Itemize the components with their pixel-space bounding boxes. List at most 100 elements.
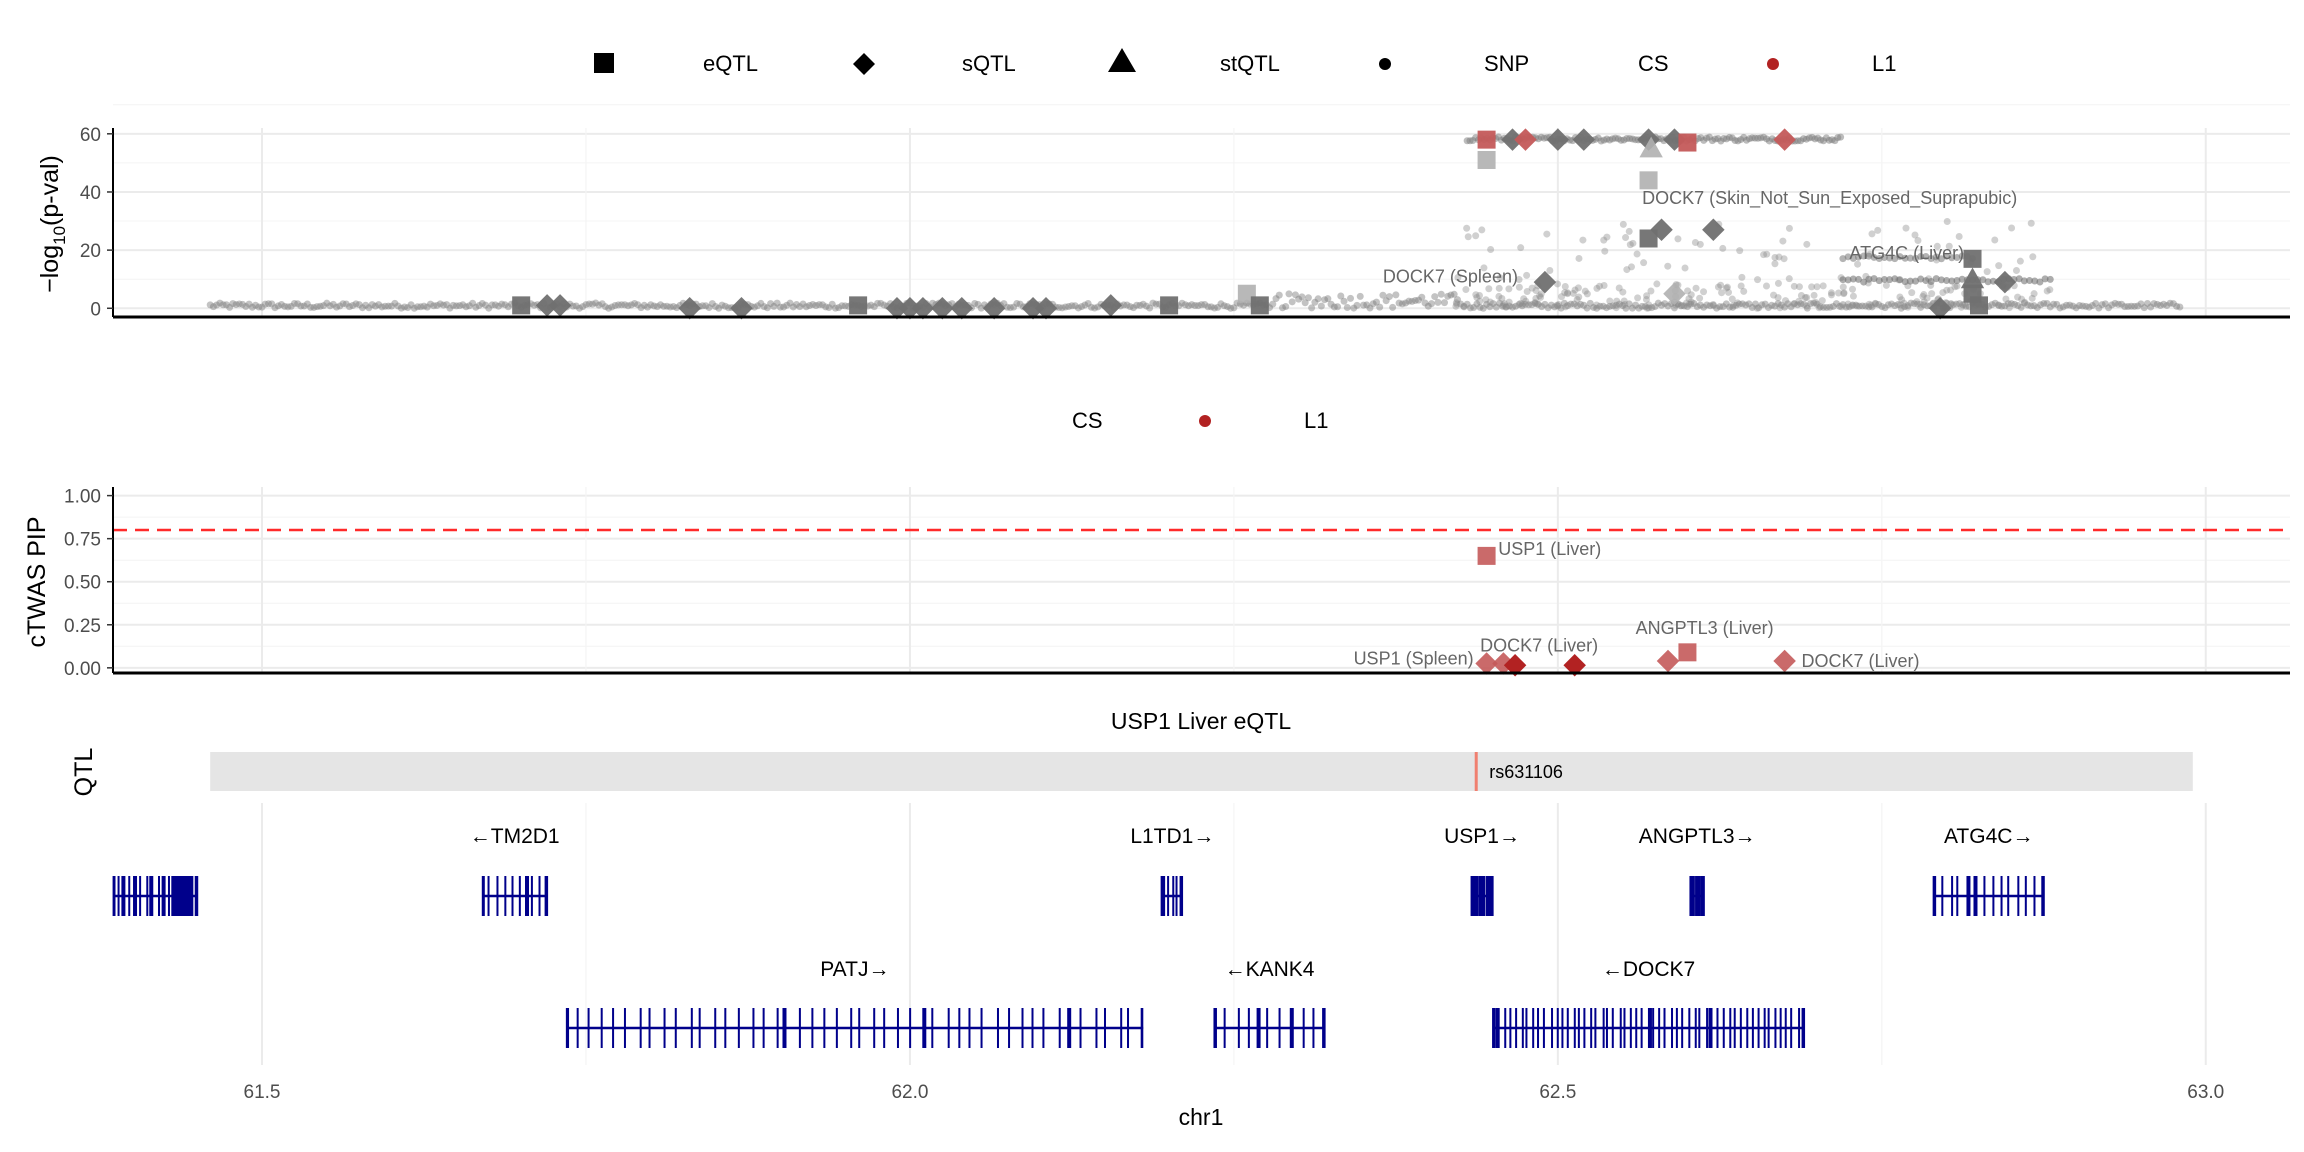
legend-sqtl-label: sQTL: [962, 51, 1016, 76]
snp-point: [255, 303, 263, 311]
snp-point: [1945, 242, 1953, 250]
snp-point: [1911, 231, 1919, 239]
snp-point: [2004, 300, 2012, 308]
snp-point: [631, 299, 639, 307]
snp-point: [1875, 254, 1883, 262]
snp-point: [1628, 304, 1636, 312]
snp-point: [1685, 295, 1693, 303]
gene-exon: [1692, 876, 1695, 916]
ctwas-square-point: [1678, 643, 1697, 662]
snp-point: [1528, 301, 1536, 309]
snp-point: [1777, 301, 1785, 309]
gene-exon: [1312, 1008, 1315, 1048]
snp-point: [323, 299, 331, 307]
snp-point: [1389, 303, 1397, 311]
legend-eqtl-label: eQTL: [703, 51, 758, 76]
snp-point: [786, 299, 794, 307]
snp-point: [1956, 300, 1964, 308]
snp-point: [1787, 303, 1795, 311]
ctwas-square-point: [1477, 546, 1496, 565]
snp-point: [1920, 301, 1928, 309]
gwas-diamond-point: [1034, 297, 1058, 320]
snp-point: [1896, 293, 1904, 301]
snp-point: [874, 299, 882, 307]
snp-point: [1640, 259, 1648, 267]
gwas-grid: [113, 104, 2290, 317]
gene-exon: [1067, 1008, 1072, 1048]
snp-point: [793, 300, 801, 308]
snp-point: [258, 303, 266, 311]
snp-point: [1149, 299, 1157, 307]
snp-point: [1894, 301, 1902, 309]
snp-point: [1952, 300, 1960, 308]
snp-point: [2088, 302, 2096, 310]
snp-point: [1424, 302, 1432, 310]
legend-middle: CS L1: [1072, 408, 1328, 433]
snp-point: [1454, 274, 1462, 282]
snp-point: [1330, 303, 1338, 311]
snp-point: [1881, 304, 1889, 312]
snp-point: [1546, 266, 1554, 274]
snp-point: [1647, 287, 1655, 295]
gene-exon: [612, 1008, 615, 1048]
snp-point: [1801, 294, 1809, 302]
gene-exon: [1103, 1008, 1106, 1048]
snp-point: [718, 301, 726, 309]
snp-point: [1797, 292, 1805, 300]
snp-point: [1010, 303, 1018, 311]
gene-exon: [1237, 1008, 1240, 1048]
snp-point: [349, 301, 357, 309]
snp-point: [699, 302, 707, 310]
snp-point: [459, 301, 467, 309]
snp-point: [1579, 236, 1587, 244]
snp-point: [277, 300, 285, 308]
gene-exon: [1700, 876, 1703, 916]
snp-point: [1632, 301, 1640, 309]
snp-point: [1523, 271, 1531, 279]
snp-point: [789, 303, 797, 311]
gene-exon: [117, 876, 120, 916]
gene-exon: [121, 876, 126, 916]
snp-point: [1531, 299, 1539, 307]
gene-exon: [600, 1008, 603, 1048]
snp-point: [1797, 300, 1805, 308]
gene-exon: [1784, 1008, 1787, 1048]
gene-exon: [1031, 1008, 1034, 1048]
snp-point: [877, 299, 885, 307]
snp-point: [1081, 301, 1089, 309]
gene-label: L1TD1→: [1130, 825, 1214, 848]
snp-point: [1560, 299, 1568, 307]
snp-point: [1376, 303, 1384, 311]
snp-point: [1220, 302, 1228, 310]
gene-exon: [149, 876, 154, 916]
snp-point: [1674, 235, 1682, 243]
gene-exon: [1509, 1008, 1512, 1048]
snp-point: [1495, 284, 1503, 292]
snp-point: [1625, 227, 1633, 235]
snp-point: [2014, 302, 2022, 310]
snp-point: [1505, 302, 1513, 310]
snp-point: [232, 301, 240, 309]
snp-point: [1502, 303, 1510, 311]
gene-exon: [1140, 1008, 1144, 1048]
snp-point: [2118, 300, 2126, 308]
snp-point: [1638, 302, 1646, 310]
snp-point: [1753, 304, 1761, 312]
snp-point: [2017, 303, 2025, 311]
gene-exon: [724, 1008, 727, 1048]
snp-point: [1282, 303, 1290, 311]
snp-point: [307, 303, 315, 311]
gene-exon: [1594, 1008, 1597, 1048]
snp-point: [1291, 291, 1299, 299]
snp-point: [1078, 303, 1086, 311]
snp-point: [388, 302, 396, 310]
ctwas-y-tick-label: 0.25: [64, 616, 101, 637]
snp-point: [1839, 283, 1847, 291]
gene-exon: [587, 1008, 590, 1048]
gene-exon: [1095, 1008, 1098, 1048]
snp-point: [1557, 304, 1565, 312]
snp-point: [2026, 277, 2034, 285]
gene-exon: [909, 1008, 912, 1048]
snp-point: [1815, 304, 1823, 312]
snp-point: [1515, 301, 1523, 309]
